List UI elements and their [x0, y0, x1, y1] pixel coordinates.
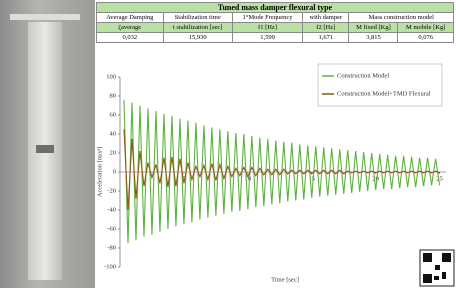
x-tick-label: 15	[309, 175, 316, 182]
table-cell: t stabilization [sec]	[163, 23, 232, 33]
legend-box	[318, 64, 442, 106]
table-cell: M mobile [Kg]	[398, 23, 454, 33]
y-tick-label: -60	[107, 225, 116, 232]
table-cell: Average Damping	[97, 13, 164, 23]
table-cell: 3,815	[349, 33, 398, 43]
table-cell: 0,032	[97, 33, 164, 43]
table-cell: ζaverage	[97, 23, 164, 33]
legend-label: Construction Model+TMD Flexural	[337, 90, 431, 97]
table-cell: 1°Mode Frequency	[232, 13, 302, 23]
page: Time [sec] Acceleration [m/s²] -100 -80 -6…	[0, 0, 456, 288]
y-tick-label: -80	[107, 244, 116, 251]
x-tick-label: 20	[372, 175, 379, 182]
table-cell: 1,599	[232, 33, 302, 43]
chart: Time [sec] Acceleration [m/s²] -100 -80 -6…	[0, 0, 456, 288]
y-tick-label: 20	[110, 149, 117, 156]
x-tick-label: 25	[436, 175, 443, 182]
table-cell: f1 [Hz]	[232, 23, 302, 33]
y-tick-label: 40	[110, 130, 117, 137]
table-row: Tuned mass damper flexural type	[97, 3, 454, 13]
table-cell: 15,930	[163, 33, 232, 43]
table-cell: 0,076	[398, 33, 454, 43]
y-tick-label: -40	[107, 206, 116, 213]
table-cell: with damper	[303, 13, 349, 23]
y-tick-label: 0	[113, 168, 116, 175]
table-cell: f2 [Hz]	[303, 23, 349, 33]
table-cell: M fixed [Kg]	[349, 23, 398, 33]
y-tick-label: -20	[107, 187, 116, 194]
y-tick-label: 100	[106, 73, 116, 80]
y-tick-label: 60	[110, 111, 117, 118]
y-tick-label: -100	[104, 263, 116, 270]
table-cell: Stabilization time	[163, 13, 232, 23]
table-cell: Mass construction model	[349, 13, 454, 23]
y-axis-label: Acceleration [m/s²]	[96, 147, 103, 198]
x-axis-label: Time [sec]	[271, 276, 299, 283]
y-tick-label: 80	[110, 92, 117, 99]
table-cell: 1,671	[303, 33, 349, 43]
legend-label: Construction Model	[337, 72, 389, 79]
table-title: Tuned mass damper flexural type	[97, 3, 454, 13]
qr-code	[420, 250, 454, 286]
